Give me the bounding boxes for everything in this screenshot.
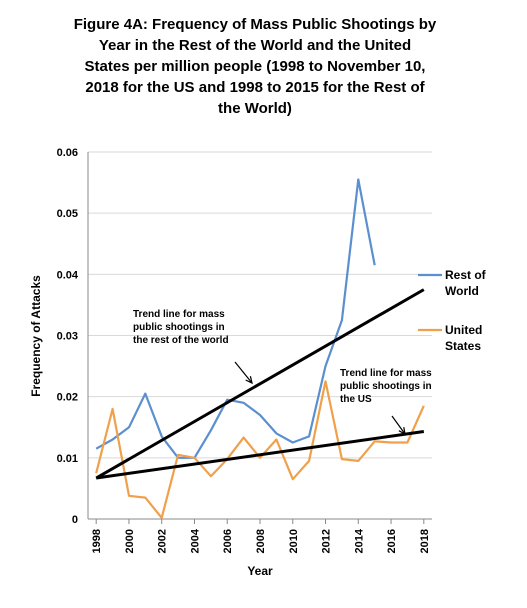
annotation-text: public shootings in <box>133 322 225 333</box>
y-axis-ticks: 0 0.01 0.02 0.03 0.04 0.05 0.06 <box>57 147 79 526</box>
gridlines <box>88 151 432 459</box>
legend-label: World <box>445 284 479 298</box>
annotation-text: the rest of the world <box>133 335 229 346</box>
series-group <box>95 178 425 519</box>
annotation-text: Trend line for mass <box>340 368 432 379</box>
annotation-text: the US <box>340 394 372 405</box>
x-tick-label: 2006 <box>222 529 234 553</box>
y-tick-label: 0.02 <box>57 392 78 404</box>
x-tick-label: 2008 <box>255 529 267 553</box>
x-tick-label: 2018 <box>419 529 431 553</box>
trend-lines <box>95 288 425 480</box>
y-tick-label: 0 <box>72 514 78 526</box>
title-line: 2018 for the US and 1998 to 2015 for the… <box>85 79 425 96</box>
trend-line-0 <box>95 288 425 480</box>
x-tick-label: 1998 <box>91 529 103 553</box>
x-tick-label: 2002 <box>157 529 169 553</box>
legend: Rest of World United States <box>418 268 487 353</box>
annotations: Trend line for mass public shootings in th… <box>133 309 432 436</box>
y-axis-title: Frequency of Attacks <box>29 275 43 397</box>
title-line: the World) <box>218 100 292 117</box>
x-tick-label: 2004 <box>189 528 201 553</box>
y-tick-label: 0.04 <box>57 269 79 281</box>
trend-line-1 <box>95 430 425 480</box>
x-axis-title: Year <box>247 564 273 578</box>
x-tick-label: 2012 <box>321 529 333 553</box>
y-tick-label: 0.01 <box>57 453 78 465</box>
legend-label: States <box>445 339 481 353</box>
annotation-arrow <box>391 415 406 435</box>
y-tick-label: 0.06 <box>57 147 78 159</box>
title-line: Year in the Rest of the World and the Un… <box>98 37 412 54</box>
annotation-arrowhead <box>398 427 406 436</box>
rest-of-world-line <box>95 178 376 459</box>
x-tick-label: 2010 <box>288 529 300 553</box>
title-line: States per million people (1998 to Novem… <box>84 58 426 75</box>
title-line: Figure 4A: Frequency of Mass Public Shoo… <box>73 16 437 33</box>
annotation-arrow <box>234 361 253 384</box>
x-tick-label: 2016 <box>386 529 398 553</box>
x-tick-label: 2014 <box>353 528 365 553</box>
annotation-text: Trend line for mass <box>133 309 225 320</box>
annotation-text: public shootings in <box>340 381 432 392</box>
legend-label: Rest of <box>445 268 487 282</box>
x-axis-ticks: 1998 2000 2002 2004 2006 2008 2010 2012 2014 2016… <box>91 519 431 553</box>
annotation-arrowhead <box>245 376 253 385</box>
y-tick-label: 0.03 <box>57 331 78 343</box>
legend-label: United <box>445 323 482 337</box>
chart-title: Figure 4A: Frequency of Mass Public Shoo… <box>45 14 465 119</box>
x-tick-label: 2000 <box>124 529 136 553</box>
y-tick-label: 0.05 <box>57 208 78 220</box>
